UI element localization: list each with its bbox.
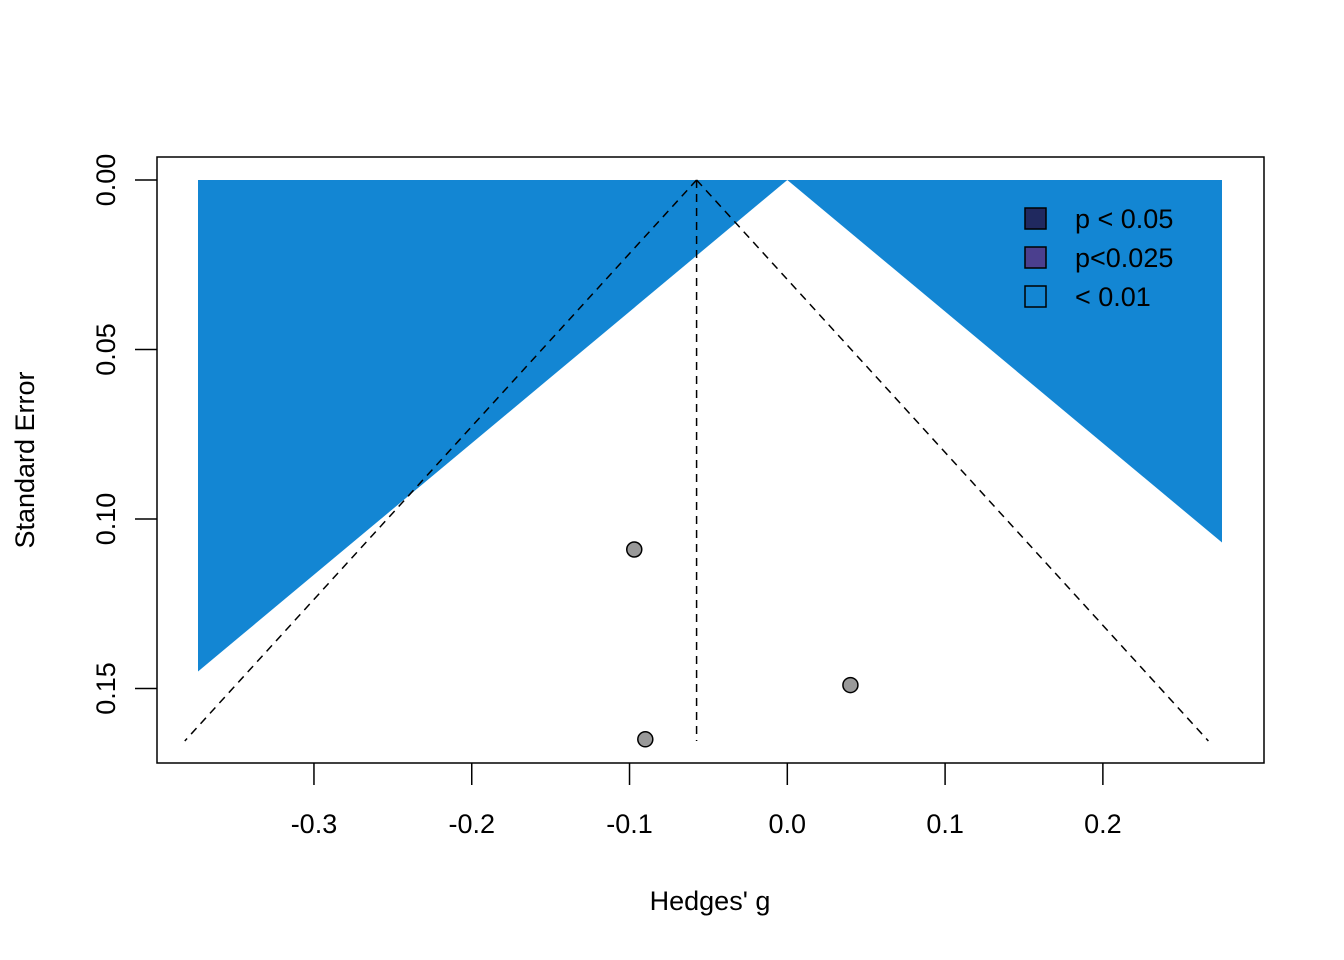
x-tick-label: 0.1 (926, 809, 964, 839)
funnel-lines (184, 179, 1209, 742)
legend: p < 0.05 p<0.025 < 0.01 (1024, 204, 1173, 312)
legend-swatch (1024, 207, 1047, 230)
x-tick-label: -0.3 (291, 809, 338, 839)
y-axis: 0.00 0.05 0.10 0.15 (91, 154, 157, 715)
x-tick-label: -0.1 (606, 809, 653, 839)
legend-swatch (1024, 246, 1047, 269)
legend-swatch (1024, 285, 1047, 308)
y-axis-label: Standard Error (10, 371, 40, 548)
x-tick-label: 0.0 (769, 809, 807, 839)
x-tick-label: -0.2 (448, 809, 495, 839)
y-tick-label: 0.00 (91, 154, 121, 207)
y-tick-label: 0.05 (91, 323, 121, 376)
x-tick-label: 0.2 (1084, 809, 1122, 839)
legend-label: < 0.01 (1075, 282, 1151, 312)
plot-frame (156, 156, 1265, 764)
funnel-left-line (184, 179, 698, 742)
x-axis: -0.3 -0.2 -0.1 0.0 0.1 0.2 (291, 763, 1122, 839)
study-point (626, 541, 643, 558)
legend-label: p<0.025 (1075, 243, 1173, 273)
region-p-001 (198, 180, 1222, 741)
legend-label: p < 0.05 (1075, 204, 1173, 234)
study-point (637, 731, 654, 748)
y-tick-label: 0.10 (91, 493, 121, 546)
study-point (842, 676, 859, 694)
significance-contour-regions (198, 180, 1222, 741)
x-axis-label: Hedges' g (650, 886, 771, 916)
funnel-right-line (696, 179, 1209, 742)
y-tick-label: 0.15 (91, 662, 121, 715)
study-points (626, 541, 859, 748)
